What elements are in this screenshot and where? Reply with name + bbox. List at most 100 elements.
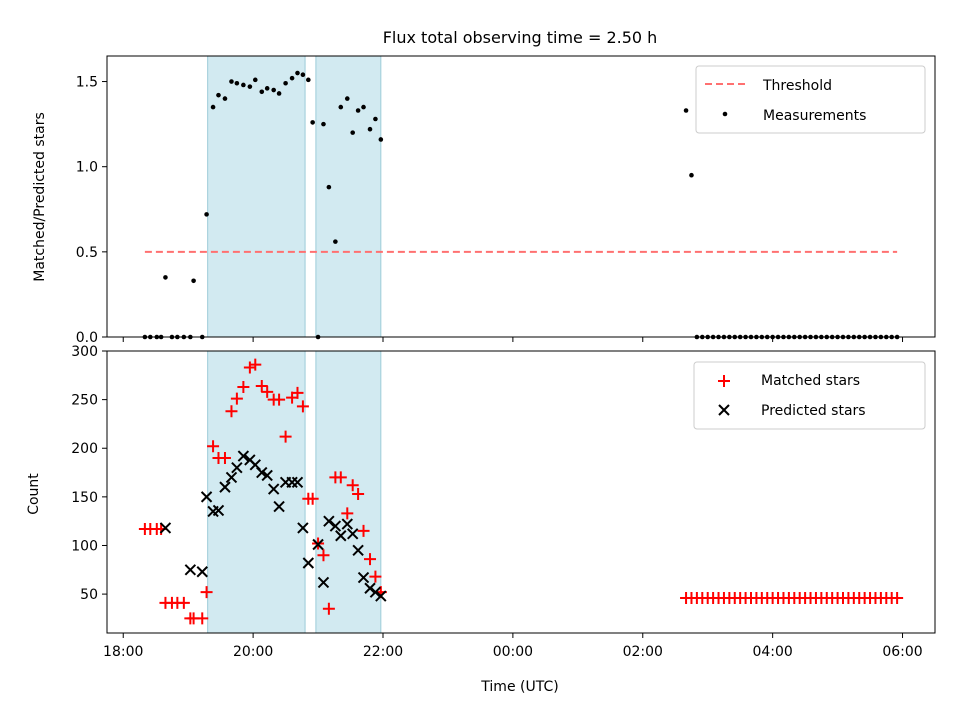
measurement-point: [264, 86, 270, 91]
predicted-star-point: [352, 544, 364, 557]
chart-title: Flux total observing time = 2.50 h: [383, 28, 658, 47]
bottom-y-tick-label: 300: [71, 344, 98, 360]
bottom-shaded-interval: [207, 350, 306, 634]
matched-star-point: [306, 492, 319, 505]
matched-star-point: [891, 591, 904, 604]
predicted-star-point: [346, 528, 359, 540]
bottom-plot-marks: [138, 358, 904, 625]
predicted-star-point: [375, 590, 387, 602]
bottom-y-tick-label: 150: [71, 490, 98, 506]
measurement-point: [216, 92, 221, 98]
legend-predicted-label: Predicted stars: [761, 403, 866, 419]
matched-star-point: [177, 596, 190, 609]
bottom-y-tick-label: 100: [71, 538, 98, 554]
matched-star-point: [207, 440, 220, 453]
predicted-star-point: [291, 476, 304, 488]
measurement-point: [300, 72, 306, 78]
matched-star-point: [261, 385, 274, 398]
measurement-point: [210, 104, 216, 110]
predicted-star-point: [225, 471, 238, 484]
measurement-point: [367, 126, 373, 132]
measurement-point: [204, 212, 209, 217]
matched-star-point: [196, 612, 209, 625]
measurement-point: [276, 91, 282, 96]
predicted-star-point: [159, 522, 172, 534]
matched-star-point: [243, 361, 256, 374]
predicted-star-point: [219, 481, 231, 493]
measurement-point: [689, 172, 694, 178]
legend-measurements-label: Measurements: [763, 108, 866, 124]
predicted-star-point: [357, 571, 370, 584]
measurement-point: [247, 84, 253, 89]
top-legend-box: [695, 65, 926, 134]
predicted-star-point: [261, 469, 273, 482]
measurement-point: [252, 77, 258, 83]
measurement-point: [321, 121, 326, 127]
measurement-point: [229, 79, 234, 84]
legend-matched-swatch: [718, 375, 730, 387]
predicted-star-point: [364, 582, 376, 594]
x-tick-label: 02:00: [623, 644, 663, 660]
measurement-point: [326, 184, 332, 190]
bottom-legend: Matched stars Predicted stars: [693, 361, 926, 430]
measurement-point: [683, 108, 689, 113]
top-panel: 0.0 0.5 1.0 1.5 Matched/Predicted stars Thr…: [32, 55, 936, 346]
predicted-star-point: [297, 522, 309, 534]
measurement-point: [295, 70, 300, 76]
measurement-point: [378, 137, 384, 142]
top-legend: Threshold Measurements: [695, 65, 926, 134]
measurement-point: [338, 104, 344, 110]
matched-star-point: [369, 570, 382, 583]
predicted-star-point: [231, 461, 243, 474]
matched-star-point: [279, 430, 292, 443]
predicted-star-point: [369, 586, 382, 598]
predicted-star-point: [335, 530, 347, 542]
predicted-star-point: [267, 483, 280, 495]
matched-star-point: [273, 393, 286, 406]
measurement-point: [310, 120, 315, 125]
x-tick-label: 20:00: [233, 644, 273, 660]
top-y-tick-label: 0.0: [76, 330, 98, 346]
matched-star-point: [291, 386, 304, 399]
matched-star-point: [334, 471, 347, 484]
measurement-point: [241, 82, 246, 88]
bottom-plot-frame: [106, 350, 936, 634]
predicted-star-point: [312, 538, 324, 551]
legend-matched-label: Matched stars: [761, 373, 860, 389]
matched-star-point: [249, 358, 262, 371]
top-y-axis-label: Matched/Predicted stars: [32, 112, 48, 282]
top-shaded-interval: [207, 55, 306, 338]
measurement-point: [283, 80, 288, 86]
legend-threshold-label: Threshold: [762, 78, 832, 94]
matched-star-point: [255, 380, 268, 393]
measurement-point: [259, 89, 265, 95]
bottom-axis-ticks: 18:00 20:00 22:00 00:00 02:00 04:00 06:00 50 100…: [71, 344, 922, 660]
measurement-point: [289, 75, 295, 81]
matched-star-point: [225, 405, 238, 418]
x-tick-label: 04:00: [752, 644, 792, 660]
matched-star-point: [322, 602, 335, 615]
measurement-point: [163, 275, 168, 280]
top-axis-ticks: 0.0 0.5 1.0 1.5: [76, 75, 904, 346]
bottom-legend-box: [693, 361, 926, 430]
predicted-star-point: [317, 576, 330, 589]
predicted-star-point: [302, 557, 315, 569]
matched-star-point: [357, 524, 370, 537]
measurement-point: [271, 87, 276, 93]
matched-star-point: [237, 380, 250, 393]
bottom-y-tick-label: 250: [71, 393, 98, 409]
x-tick-label: 06:00: [882, 644, 922, 660]
predicted-star-point: [200, 491, 213, 503]
x-tick-label: 18:00: [103, 644, 143, 660]
top-shaded-intervals: [207, 55, 382, 338]
predicted-star-point: [323, 515, 335, 527]
predicted-star-point: [237, 450, 250, 462]
top-y-tick-label: 0.5: [76, 245, 98, 261]
x-tick-label: 22:00: [363, 644, 403, 660]
x-axis-label: Time (UTC): [480, 679, 558, 695]
matched-star-point: [296, 400, 309, 413]
matched-star-point: [200, 586, 213, 599]
measurement-point: [344, 96, 350, 101]
predicted-star-point: [184, 564, 197, 576]
